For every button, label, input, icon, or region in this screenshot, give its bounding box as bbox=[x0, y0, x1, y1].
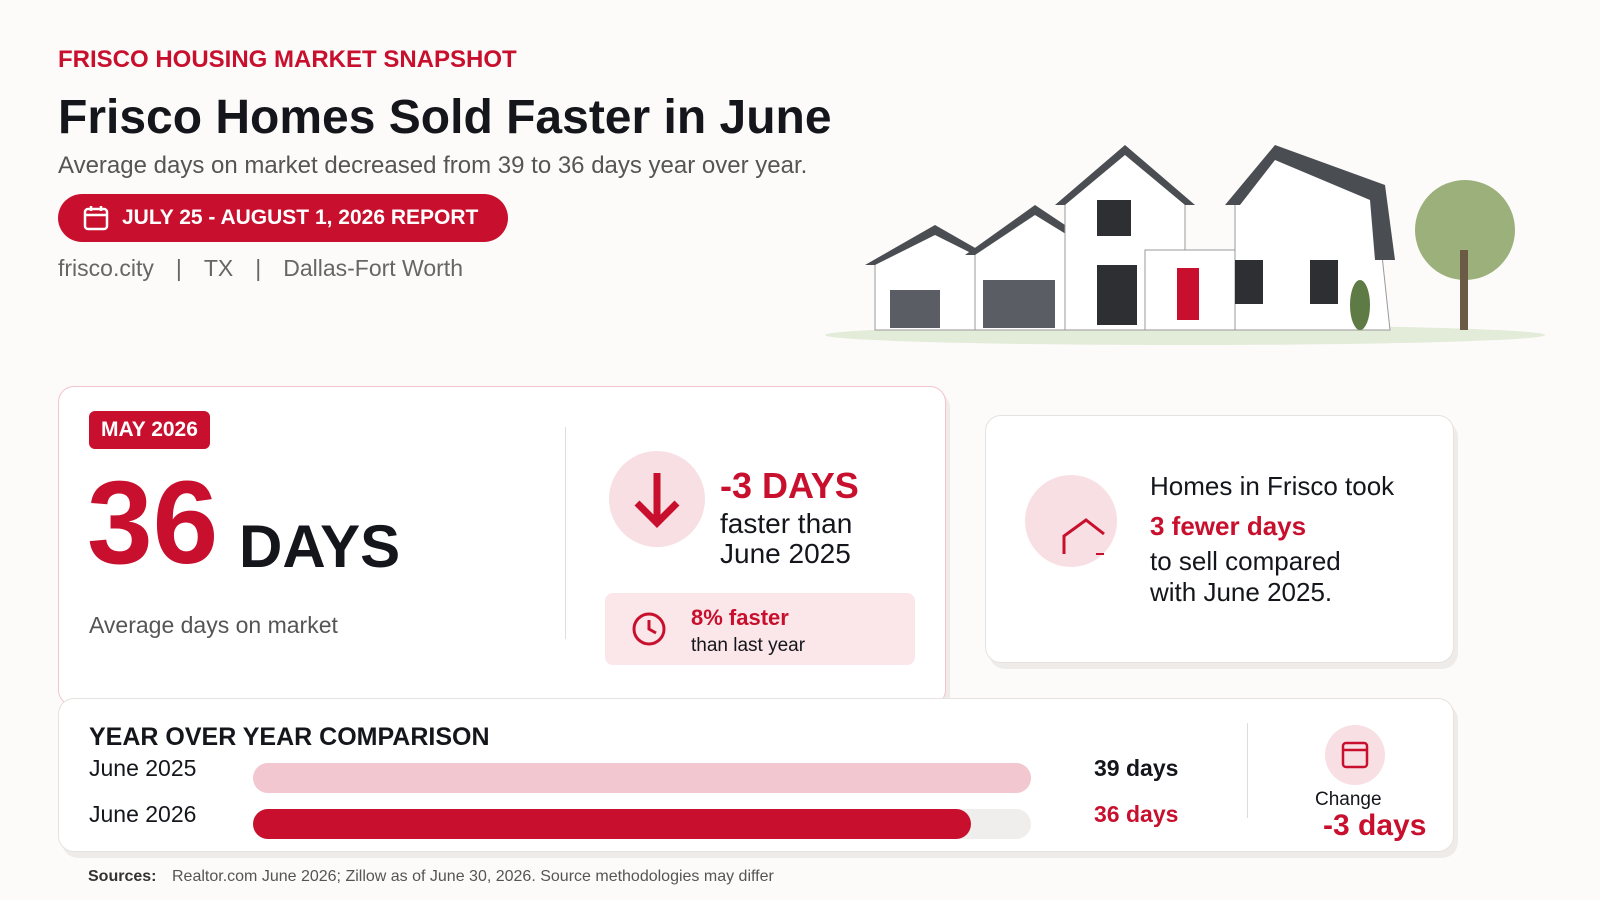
category-label: June 2025 bbox=[89, 755, 197, 781]
change-label: Change bbox=[1315, 789, 1382, 810]
kicker: FRISCO HOUSING MARKET SNAPSHOT bbox=[58, 46, 517, 73]
meta-item: Dallas-Fort Worth bbox=[283, 255, 463, 281]
comparison-title: YEAR OVER YEAR COMPARISON bbox=[89, 723, 490, 751]
subtitle: Average days on market decreased from 39… bbox=[58, 152, 808, 179]
change: -3 DAYS bbox=[720, 465, 859, 506]
comparison-card: YEAR OVER YEAR COMPARISON June 2025 39 da… bbox=[58, 698, 1454, 852]
line: with June 2025. bbox=[1150, 577, 1333, 607]
clock-icon bbox=[632, 612, 666, 646]
down-icon bbox=[609, 451, 705, 547]
calendar-icon bbox=[83, 206, 109, 231]
divider bbox=[1247, 723, 1248, 818]
meta: frisco.city | TX | Dallas-Fort Worth bbox=[58, 255, 463, 282]
change-value: -3 days bbox=[1323, 809, 1427, 842]
pct: 8% faster bbox=[691, 605, 789, 630]
meta-sep: | bbox=[175, 255, 182, 281]
caption: Average days on market bbox=[89, 612, 338, 638]
side-text: Homes in Frisco took 3 fewer days to sel… bbox=[1150, 466, 1394, 608]
title: Frisco Homes Sold Faster in June bbox=[58, 91, 832, 144]
highlight: 3 fewer days bbox=[1150, 511, 1307, 541]
report-badge: JULY 25 - AUGUST 1, 2026 REPORT bbox=[58, 194, 508, 242]
line: Homes in Frisco took bbox=[1150, 471, 1395, 501]
house-icon bbox=[1025, 475, 1117, 567]
value-label: 36 days bbox=[1094, 801, 1179, 827]
change-text: faster than June 2025 bbox=[720, 509, 852, 569]
bar bbox=[253, 809, 972, 839]
pct-box: 8% faster than last year bbox=[605, 593, 915, 665]
category-label: June 2026 bbox=[89, 801, 197, 827]
big-unit: DAYS bbox=[239, 513, 401, 580]
value-label: 39 days bbox=[1094, 755, 1179, 781]
change-icon bbox=[1325, 725, 1385, 785]
pct-text: than last year bbox=[691, 635, 806, 656]
line: faster than bbox=[720, 508, 853, 539]
meta-item: frisco.city bbox=[58, 255, 154, 281]
big-value: 36 bbox=[87, 457, 219, 589]
sources-label: Sources: bbox=[88, 868, 157, 885]
sources-text: Realtor.com June 2026; Zillow as of June… bbox=[172, 868, 774, 885]
meta-item: TX bbox=[203, 255, 234, 281]
line: June 2025 bbox=[720, 538, 851, 569]
main-card: MAY 2026 36 DAYS Average days on market … bbox=[58, 386, 946, 706]
house-illustration bbox=[825, 145, 1545, 345]
month-badge: MAY 2026 bbox=[89, 411, 210, 449]
line: to sell compared bbox=[1150, 546, 1341, 576]
meta-sep: | bbox=[255, 255, 262, 281]
bar bbox=[253, 763, 1031, 793]
report-text: JULY 25 - AUGUST 1, 2026 REPORT bbox=[122, 206, 479, 229]
side-card: Homes in Frisco took 3 fewer days to sel… bbox=[985, 415, 1454, 663]
divider bbox=[565, 427, 566, 639]
